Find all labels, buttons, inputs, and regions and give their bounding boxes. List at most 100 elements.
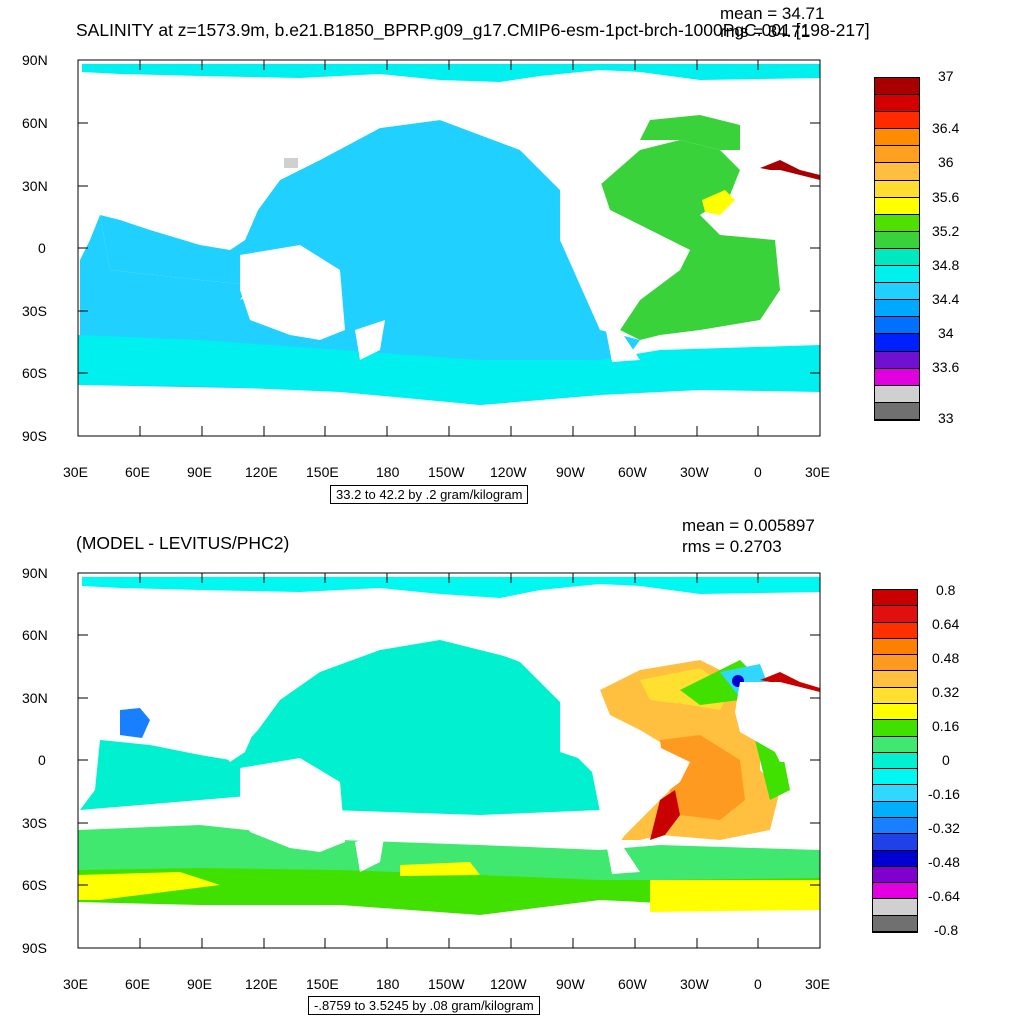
panel-title: SALINITY at z=1573.9m, b.e21.B1850_BPRP.… [76, 20, 870, 40]
lon-label: 90E [187, 464, 212, 480]
colorbar-swatch [875, 317, 919, 335]
lon-label: 150W [428, 464, 465, 480]
colorbar-swatch [873, 915, 917, 932]
colorbar-label: 35.6 [932, 189, 960, 205]
colorbar-swatch [873, 606, 917, 623]
lat-label: 60N [22, 115, 48, 131]
colorbar-swatch [875, 300, 919, 318]
lat-label: 90N [22, 52, 48, 68]
colorbar-swatch [875, 163, 919, 181]
colorbar-label: 0.48 [932, 650, 960, 666]
colorbar-label: 33.6 [932, 359, 960, 375]
colorbar-swatch [873, 720, 917, 737]
lat-label: 90S [22, 940, 47, 956]
lon-label: 60E [125, 464, 150, 480]
colorbar-swatch [873, 703, 917, 721]
colorbar-label: 0.8 [936, 582, 956, 598]
colorbar-swatch [875, 368, 919, 386]
colorbar-label: 37 [938, 68, 954, 84]
lon-label: 150E [306, 976, 339, 992]
colorbar-label: 35.2 [932, 223, 960, 239]
colorbar-label: 36.4 [932, 120, 960, 136]
colorbar-label: -0.32 [928, 820, 960, 836]
colorbar-swatch [873, 622, 917, 639]
lat-label: 0 [38, 240, 46, 256]
lon-label: 30W [680, 464, 709, 480]
colorbar-swatch [875, 266, 919, 284]
lon-label: 180 [376, 464, 400, 480]
mean-label: mean = 34.71 [720, 4, 825, 23]
lat-label: 60S [22, 877, 47, 893]
colorbar-swatch [873, 866, 917, 884]
colorbar-swatch [873, 834, 917, 851]
colorbar-swatch [873, 883, 917, 900]
colorbar-label: -0.8 [934, 922, 959, 938]
colorbar-swatch [875, 78, 919, 96]
colorbar-swatch [875, 334, 919, 352]
colorbar-swatch [873, 769, 917, 786]
lon-label: 0 [754, 464, 762, 480]
colorbar-swatch [875, 112, 919, 130]
colorbar-swatch [873, 687, 917, 704]
colorbar-swatch [875, 402, 919, 420]
colorbar [872, 589, 918, 933]
colorbar-swatch [875, 214, 919, 232]
colorbar-swatch [875, 283, 919, 301]
colorbar-swatch [875, 146, 919, 164]
colorbar-swatch [875, 351, 919, 369]
lon-label: 60W [618, 464, 647, 480]
panel-title: (MODEL - LEVITUS/PHC2) [76, 533, 290, 553]
colorbar [874, 77, 920, 421]
lat-label: 30N [22, 178, 48, 194]
colorbar-swatch [873, 655, 917, 672]
colorbar-label: -0.48 [928, 854, 960, 870]
colorbar-swatch [873, 785, 917, 802]
colorbar-swatch [875, 180, 919, 198]
colorbar-swatch [873, 752, 917, 770]
rms-label: rms = 34.71 [720, 22, 811, 41]
mean-label: mean = 0.005897 [682, 516, 815, 535]
colorbar-label: 34.4 [932, 291, 960, 307]
colorbar-swatch [875, 129, 919, 147]
colorbar-swatch [873, 638, 917, 656]
lat-label: 30S [22, 303, 47, 319]
colorbar-swatch [873, 817, 917, 835]
colorbar-label: -0.64 [928, 888, 960, 904]
lon-label: 30E [805, 464, 830, 480]
lon-label: 90E [187, 976, 212, 992]
lon-label: 30E [805, 976, 830, 992]
lon-label: 30E [63, 464, 88, 480]
colorbar-label: 36 [938, 154, 954, 170]
colorbar-swatch [873, 801, 917, 818]
colorbar-swatch [873, 671, 917, 688]
colorbar-swatch [875, 231, 919, 249]
lat-label: 90S [22, 428, 47, 444]
lon-label: 120E [245, 464, 278, 480]
colorbar-label: 0.64 [932, 616, 960, 632]
lon-label: 90W [556, 464, 585, 480]
lat-label: 30N [22, 690, 48, 706]
lon-label: 90W [556, 976, 585, 992]
lon-label: 120E [245, 976, 278, 992]
lon-label: 60W [618, 976, 647, 992]
colorbar-label: 33 [938, 410, 954, 426]
colorbar-label: 0.32 [932, 684, 960, 700]
lat-label: 90N [22, 565, 48, 581]
colorbar-swatch [873, 850, 917, 867]
colorbar-swatch [873, 590, 917, 607]
contour-caption: -.8759 to 3.5245 by .08 gram/kilogram [308, 996, 540, 1015]
lat-label: 60S [22, 365, 47, 381]
lat-label: 30S [22, 815, 47, 831]
colorbar-swatch [875, 95, 919, 113]
lon-label: 120W [490, 464, 527, 480]
lon-label: 0 [754, 976, 762, 992]
colorbar-label: 0.16 [932, 718, 960, 734]
rms-label: rms = 0.2703 [682, 537, 782, 556]
colorbar-label: -0.16 [928, 786, 960, 802]
lat-label: 0 [38, 752, 46, 768]
lon-label: 30W [680, 976, 709, 992]
lon-label: 60E [125, 976, 150, 992]
lon-label: 120W [490, 976, 527, 992]
lon-label: 150W [428, 976, 465, 992]
